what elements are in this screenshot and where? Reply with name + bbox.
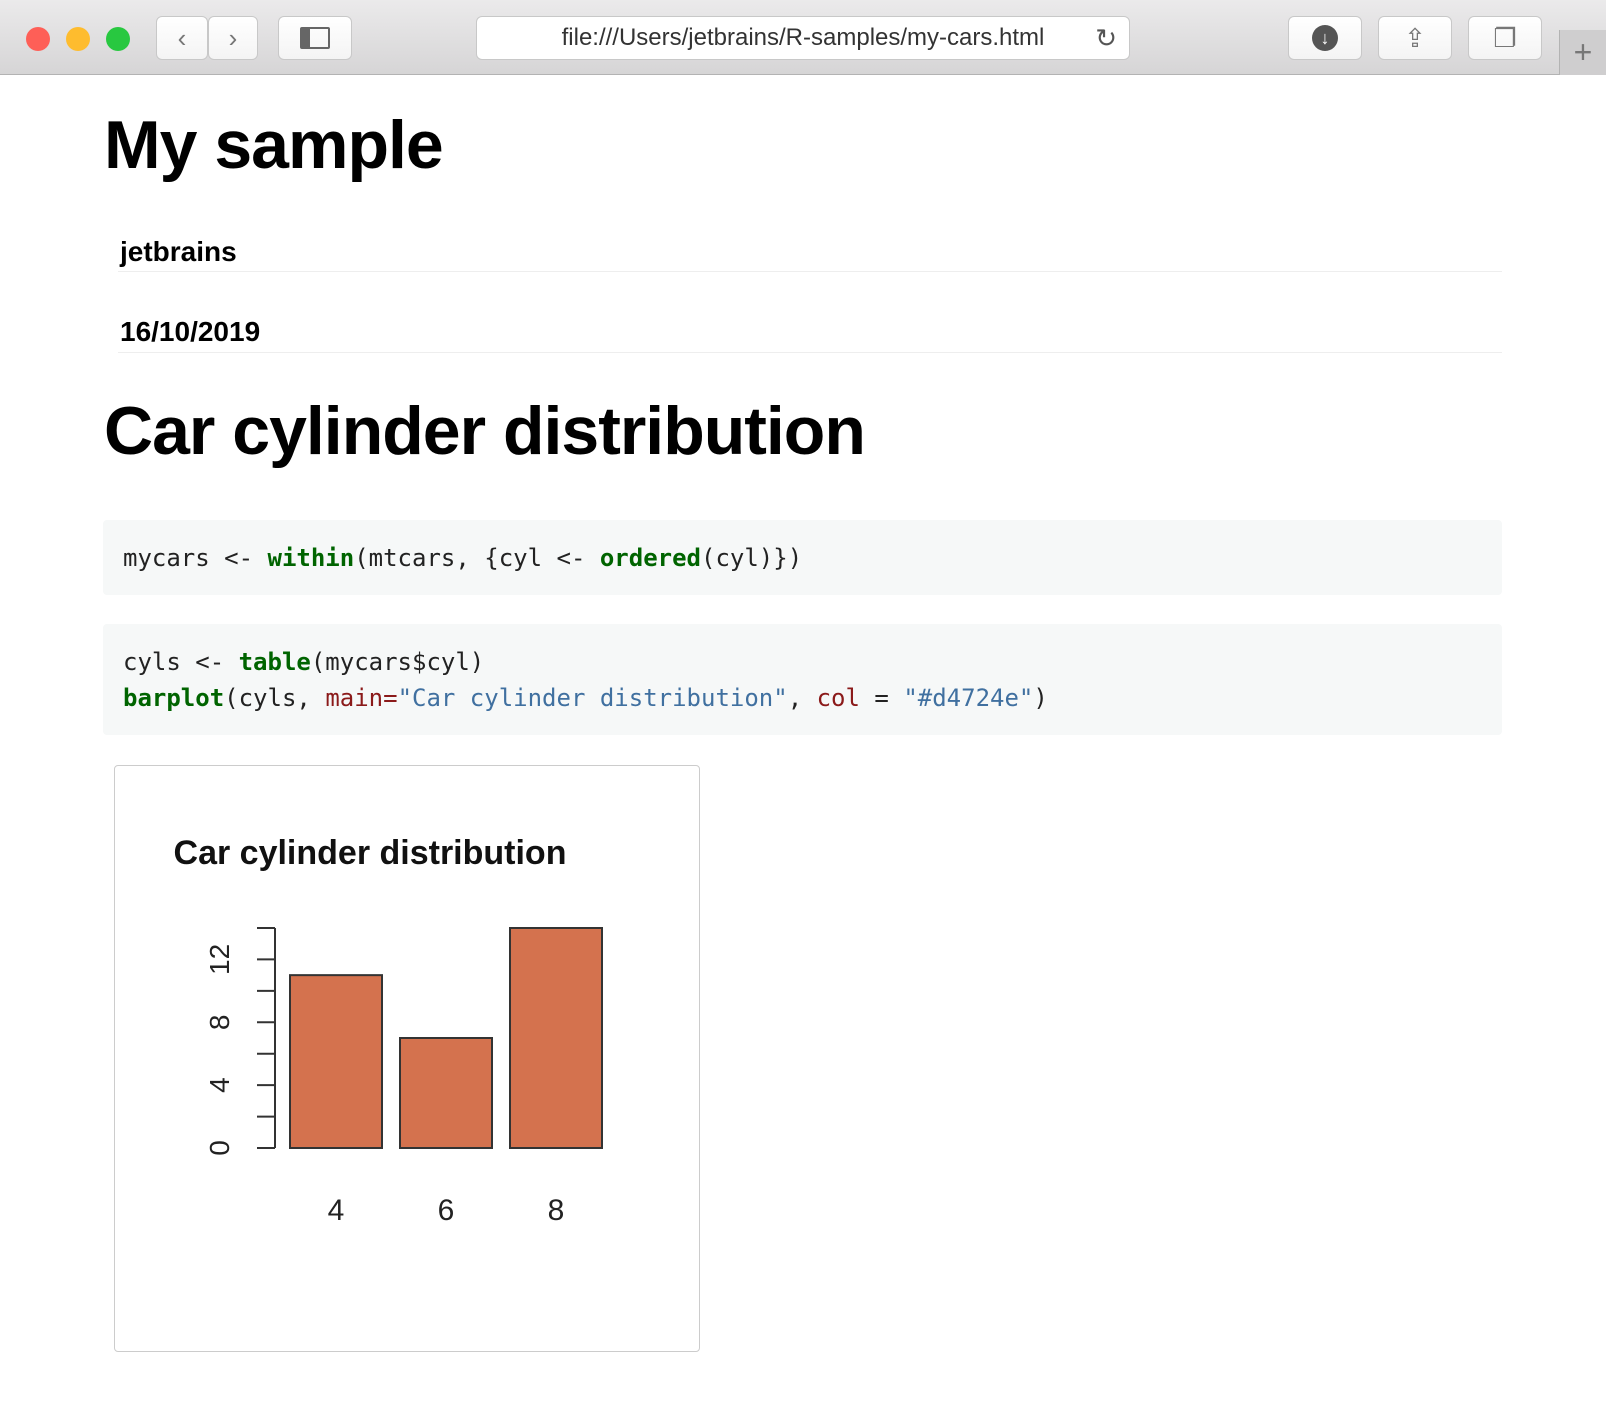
minimize-window-button[interactable] bbox=[66, 27, 90, 51]
barplot-image: Car cylinder distribution 0 4 8 12 4 6 8 bbox=[114, 765, 700, 1352]
maximize-window-button[interactable] bbox=[106, 27, 130, 51]
author: jetbrains bbox=[120, 236, 237, 267]
bar-6 bbox=[399, 1037, 493, 1149]
browser-toolbar: ‹ › file:///Users/jetbrains/R-samples/my… bbox=[0, 0, 1606, 75]
bar-8 bbox=[509, 927, 603, 1149]
bar-chart: Car cylinder distribution 0 4 8 12 4 6 8 bbox=[174, 834, 603, 1227]
x-tick-label: 6 bbox=[438, 1194, 455, 1227]
code-block-2: cyls <- table(mycars$cyl) barplot(cyls, … bbox=[103, 624, 1502, 735]
back-button[interactable]: ‹ bbox=[156, 16, 208, 60]
x-tick-label: 8 bbox=[548, 1194, 565, 1227]
y-tick-label: 8 bbox=[204, 1014, 235, 1030]
share-button[interactable]: ⇪ bbox=[1378, 16, 1452, 60]
bar-4 bbox=[289, 974, 383, 1149]
forward-icon: › bbox=[228, 22, 238, 53]
y-tick-label: 4 bbox=[204, 1077, 235, 1093]
chart-title: Car cylinder distribution bbox=[174, 834, 567, 872]
download-button[interactable]: ↓ bbox=[1288, 16, 1362, 60]
y-tick-label: 0 bbox=[204, 1140, 235, 1156]
close-window-button[interactable] bbox=[26, 27, 50, 51]
tabs-icon: ❐ bbox=[1493, 22, 1517, 53]
section-heading: Car cylinder distribution bbox=[104, 393, 866, 469]
sidebar-button[interactable] bbox=[278, 16, 352, 60]
code-block-1: mycars <- within(mtcars, {cyl <- ordered… bbox=[103, 520, 1502, 595]
new-tab-button[interactable]: + bbox=[1559, 30, 1606, 75]
back-icon: ‹ bbox=[177, 22, 187, 53]
date: 16/10/2019 bbox=[120, 316, 261, 347]
divider bbox=[118, 352, 1502, 353]
new-tab-icon: + bbox=[1573, 34, 1593, 70]
address-bar[interactable]: file:///Users/jetbrains/R-samples/my-car… bbox=[476, 16, 1130, 60]
download-icon: ↓ bbox=[1312, 25, 1338, 51]
share-icon: ⇪ bbox=[1404, 22, 1426, 53]
x-tick-label: 4 bbox=[328, 1194, 345, 1227]
page-title: My sample bbox=[104, 107, 444, 183]
reload-icon[interactable]: ↻ bbox=[1095, 23, 1117, 53]
divider bbox=[118, 271, 1502, 272]
tabs-button[interactable]: ❐ bbox=[1468, 16, 1542, 60]
y-tick-label: 12 bbox=[204, 944, 235, 975]
sidebar-icon bbox=[300, 27, 330, 49]
url-text: file:///Users/jetbrains/R-samples/my-car… bbox=[561, 24, 1045, 51]
forward-button[interactable]: › bbox=[208, 16, 258, 60]
